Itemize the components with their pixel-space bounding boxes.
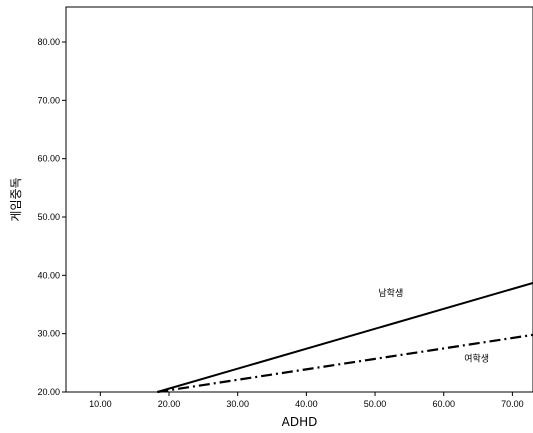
x-tick-label: 30.00 — [226, 399, 249, 409]
y-tick-label: 60.00 — [37, 154, 60, 164]
x-tick-label: 40.00 — [295, 399, 318, 409]
y-axis-title: 게임중독 — [9, 177, 23, 221]
y-tick-label: 70.00 — [37, 95, 60, 105]
y-tick-label: 80.00 — [37, 37, 60, 47]
series-line-2 — [157, 333, 533, 394]
series-line-1 — [157, 281, 533, 393]
x-tick-label: 60.00 — [432, 399, 455, 409]
x-tick-label: 10.00 — [89, 399, 112, 409]
y-tick-label: 40.00 — [37, 270, 60, 280]
x-tick-label: 70.00 — [501, 399, 524, 409]
y-tick-label: 30.00 — [37, 329, 60, 339]
plot-area — [65, 6, 533, 393]
plot-frame — [65, 6, 533, 393]
series-label-1: 남학생 — [378, 288, 403, 299]
x-tick-label: 20.00 — [158, 399, 181, 409]
x-axis-title: ADHD — [282, 415, 318, 429]
y-tick-label: 50.00 — [37, 212, 60, 222]
series-label-2: 여학생 — [464, 353, 489, 365]
tick-layer: 10.00 20.00 30.00 40.00 50.00 60.00 70.00 20.00… — [37, 37, 523, 409]
x-tick-label: 50.00 — [364, 399, 387, 409]
y-tick-label: 20.00 — [37, 387, 60, 397]
series-layer — [157, 281, 533, 394]
